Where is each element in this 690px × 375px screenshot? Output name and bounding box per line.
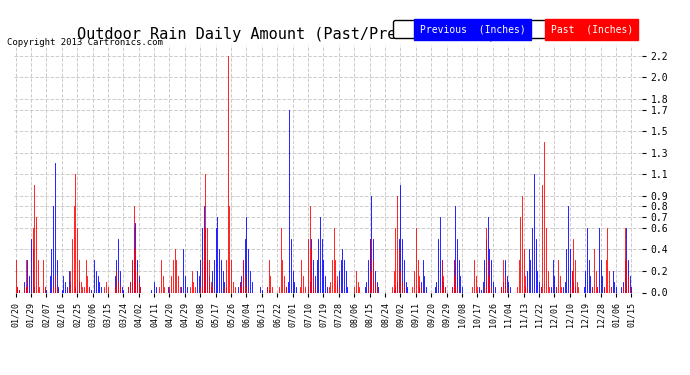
Legend: Previous  (Inches), Past  (Inches): Previous (Inches), Past (Inches): [393, 20, 637, 38]
Text: Copyright 2013 Cartronics.com: Copyright 2013 Cartronics.com: [7, 38, 163, 47]
Title: Outdoor Rain Daily Amount (Past/Previous Year) 20130120: Outdoor Rain Daily Amount (Past/Previous…: [77, 27, 579, 42]
